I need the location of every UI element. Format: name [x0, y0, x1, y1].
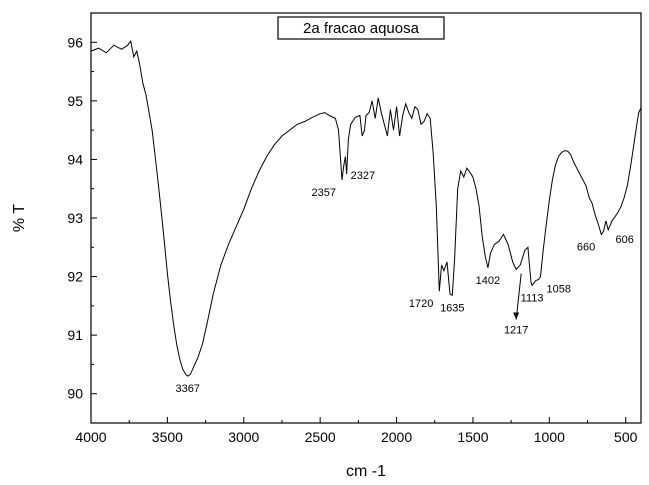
annotation-arrowhead [513, 312, 520, 320]
annotation-arrow [515, 273, 522, 320]
x-axis: 4000 3500 3000 2500 2000 1500 1000 500 [75, 417, 638, 445]
y-axis-title: % T [11, 204, 28, 232]
peak-label: 1635 [440, 302, 464, 314]
y-axis: 90 91 92 93 94 95 96 [67, 12, 97, 424]
peak-label: 606 [616, 234, 634, 246]
peak-label: 1402 [476, 275, 500, 287]
y-tick-label: 91 [67, 327, 83, 343]
chart-title: 2a fracao aquosa [303, 20, 420, 37]
spectrum-line [90, 39, 642, 377]
chart-title-box: 2a fracao aquosa [277, 16, 445, 40]
x-tick-label: 2500 [305, 429, 336, 445]
y-tick-label: 95 [67, 93, 83, 109]
plot-border [90, 12, 642, 424]
title-frame [277, 16, 445, 40]
peak-label: 1217 [504, 325, 528, 337]
peak-label: 1720 [409, 298, 433, 310]
peak-label: 2327 [351, 170, 375, 182]
peak-label: 3367 [175, 383, 199, 395]
y-tick-label: 90 [67, 386, 83, 402]
x-axis-title: cm -1 [346, 463, 386, 480]
x-tick-label: 500 [614, 429, 638, 445]
x-tick-label: 2000 [381, 429, 412, 445]
peak-label: 660 [577, 241, 595, 253]
y-tick-label: 92 [67, 269, 83, 285]
plot-area [90, 12, 642, 424]
y-tick-label: 94 [67, 151, 83, 167]
x-tick-label: 1000 [534, 429, 565, 445]
peak-label: 1058 [546, 284, 570, 296]
peak-label: 1113 [521, 292, 544, 304]
x-tick-label: 3000 [228, 429, 259, 445]
x-tick-label: 1500 [457, 429, 488, 445]
y-tick-label: 93 [67, 210, 83, 226]
peak-label: 2357 [312, 187, 336, 199]
x-tick-label: 3500 [152, 429, 183, 445]
y-tick-label: 96 [67, 34, 83, 50]
x-tick-label: 4000 [75, 429, 106, 445]
